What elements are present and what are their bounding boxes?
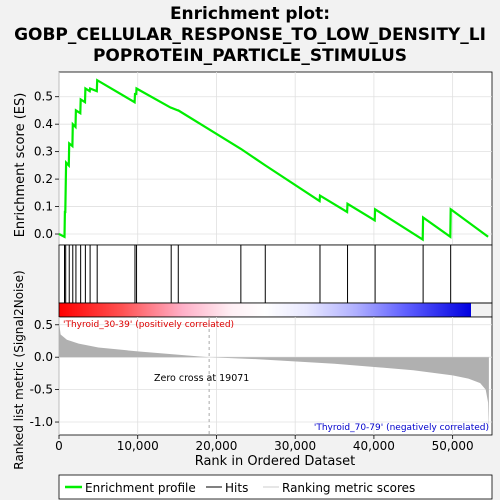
metric-y-tick-label: 0.0 — [34, 350, 53, 364]
es-y-axis: 0.0 0.1 0.2 0.3 0.4 0.5 — [34, 90, 59, 241]
es-y-tick-label: 0.4 — [34, 117, 53, 131]
hits-marks — [64, 245, 452, 303]
es-y-tick-label: 0.1 — [34, 200, 53, 214]
x-tick-label: 10,000 — [117, 439, 159, 453]
metric-y-tick-label: 0.5 — [34, 318, 53, 332]
metric-y-tick-label: -1.0 — [30, 415, 53, 429]
es-gridlines — [58, 72, 492, 245]
legend-hits-label: Hits — [225, 481, 248, 495]
es-y-tick-label: 0.5 — [34, 90, 53, 104]
legend-metric-label: Ranking metric scores — [282, 481, 415, 495]
title-line-3: POPROTEIN_PARTICLE_STIMULUS — [93, 46, 407, 66]
hits-panel — [58, 244, 493, 304]
x-tick-label: 40,000 — [353, 439, 395, 453]
zero-cross-annotation: Zero cross at 19071 — [154, 373, 249, 384]
title-line-1: Enrichment plot: — [170, 4, 330, 24]
ranking-color-bar — [59, 303, 471, 317]
x-tick-label: 0 — [55, 439, 63, 453]
x-axis-label: Rank in Ordered Dataset — [195, 454, 356, 469]
legend-es-label: Enrichment profile — [85, 481, 196, 495]
pos-correlated-label: 'Thyroid_30-39' (positively correlated) — [63, 320, 234, 330]
es-y-tick-label: 0.0 — [34, 227, 53, 241]
x-tick-label: 20,000 — [195, 439, 237, 453]
metric-panel — [58, 316, 493, 436]
neg-correlated-label: 'Thyroid_70-79' (negatively correlated) — [314, 423, 489, 433]
x-tick-label: 50,000 — [432, 439, 474, 453]
es-y-tick-label: 0.3 — [34, 145, 53, 159]
metric-y-axis-label: Ranked list metric (Signal2Noise) — [12, 270, 26, 469]
es-y-axis-label: Enrichment score (ES) — [13, 93, 28, 238]
x-tick-label: 30,000 — [274, 439, 316, 453]
es-line — [58, 78, 489, 242]
metric-x-axis: 0 10,000 20,000 30,000 40,000 50,000 — [55, 435, 474, 453]
metric-y-tick-label: -0.5 — [30, 383, 53, 397]
metric-y-axis: 0.5 0.0 -0.5 -1.0 — [30, 318, 59, 429]
es-y-tick-label: 0.2 — [34, 172, 53, 186]
title-line-2: GOBP_CELLULAR_RESPONSE_TO_LOW_DENSITY_LI — [14, 25, 486, 45]
